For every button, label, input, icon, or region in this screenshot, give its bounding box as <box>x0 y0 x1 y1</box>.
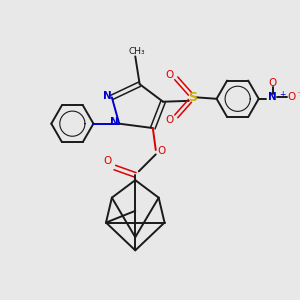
Text: O: O <box>287 92 296 102</box>
Text: +: + <box>280 90 286 99</box>
Text: O: O <box>157 146 165 157</box>
Text: O: O <box>103 156 112 166</box>
Text: N: N <box>110 117 118 127</box>
Text: O: O <box>166 70 174 80</box>
Text: ⁻: ⁻ <box>297 89 300 98</box>
Text: CH₃: CH₃ <box>128 46 145 56</box>
Text: O: O <box>166 115 174 125</box>
Text: O: O <box>268 78 277 88</box>
Text: N: N <box>268 92 277 102</box>
Text: N: N <box>103 91 111 101</box>
Text: S: S <box>188 91 197 104</box>
